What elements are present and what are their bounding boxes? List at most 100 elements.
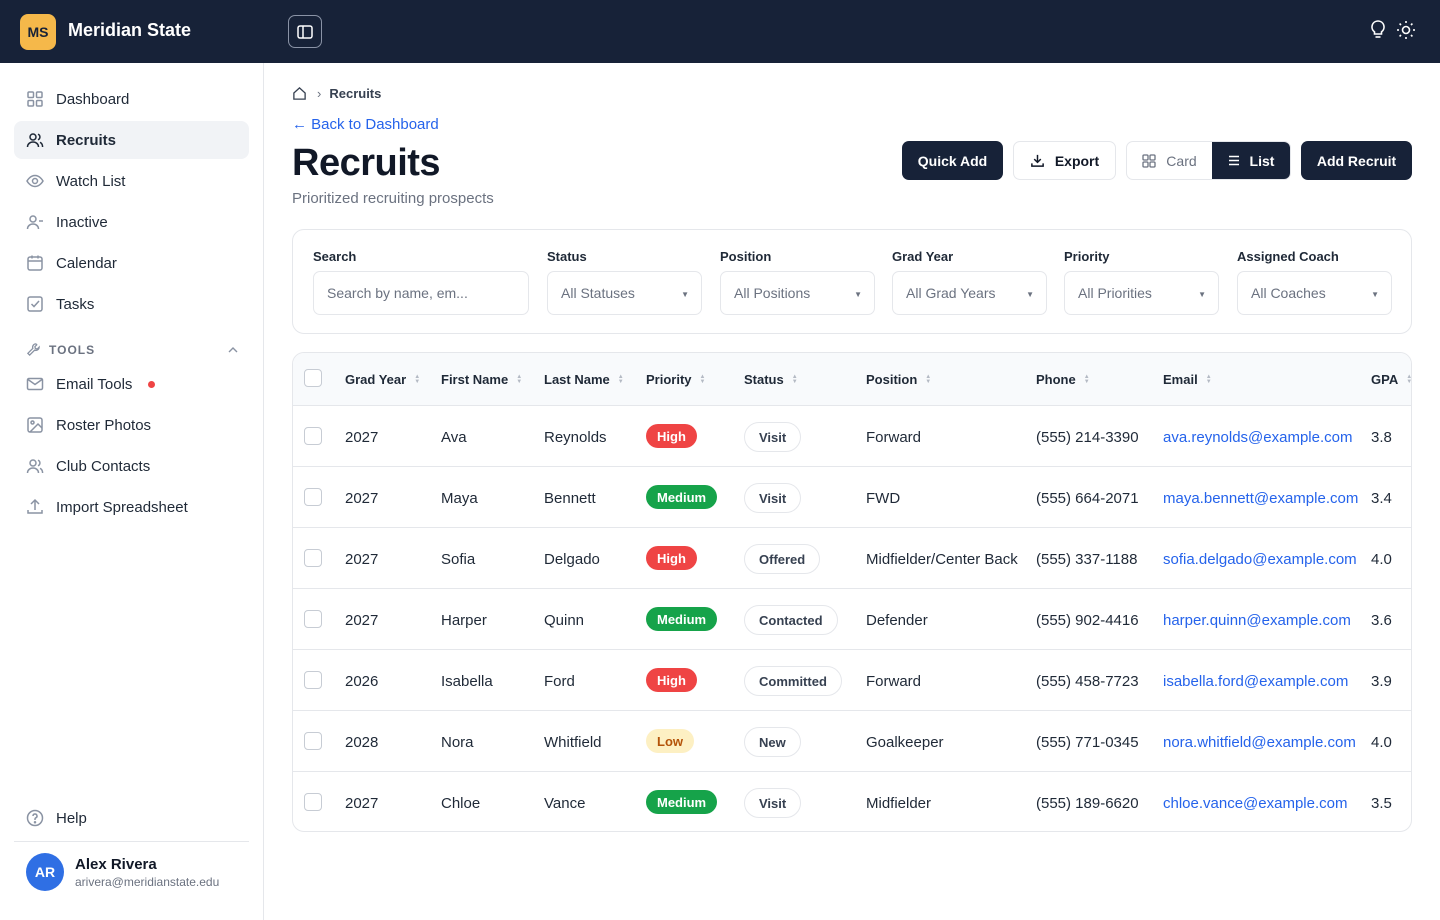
cell-grad-year: 2027 bbox=[345, 795, 379, 812]
sidebar-item-label: Dashboard bbox=[56, 90, 130, 108]
cell-email[interactable]: ava.reynolds@example.com bbox=[1163, 429, 1353, 446]
sidebar-item-dashboard[interactable]: Dashboard bbox=[14, 80, 249, 118]
status-select[interactable]: All Statuses ▼ bbox=[547, 271, 702, 315]
position-select[interactable]: All Positions ▼ bbox=[720, 271, 875, 315]
sidebar-divider bbox=[14, 841, 249, 842]
cell-position: Midfielder/Center Back bbox=[866, 551, 1018, 568]
chevron-down-icon: ▼ bbox=[1026, 290, 1034, 299]
card-view-button[interactable]: Card bbox=[1127, 142, 1212, 179]
priority-select[interactable]: All Priorities ▼ bbox=[1064, 271, 1219, 315]
page-subtitle: Prioritized recruiting prospects bbox=[292, 190, 494, 207]
column-header-priority[interactable]: Priority ▲ ▼ bbox=[646, 372, 706, 387]
cell-position: Goalkeeper bbox=[866, 734, 944, 751]
add-recruit-button[interactable]: Add Recruit bbox=[1301, 141, 1412, 180]
column-header-first-name[interactable]: First Name ▲ ▼ bbox=[441, 372, 523, 387]
table-row[interactable]: 2027 Maya Bennett FWD (555) 664-2071 maya.ben… bbox=[293, 467, 1411, 528]
chevron-up-icon[interactable] bbox=[228, 346, 238, 353]
cell-email[interactable]: isabella.ford@example.com bbox=[1163, 673, 1349, 690]
sidebar-item-recruits[interactable]: Recruits bbox=[14, 121, 249, 159]
coach-filter-label: Assigned Coach bbox=[1237, 249, 1339, 264]
quick-add-button[interactable]: Quick Add bbox=[902, 141, 1003, 180]
chevron-down-icon: ▼ bbox=[681, 290, 689, 299]
table-row[interactable]: 2027 Sofia Delgado Midfielder/Center Back (5… bbox=[293, 528, 1411, 589]
cell-gpa: 3.6 bbox=[1371, 612, 1392, 629]
row-checkbox[interactable] bbox=[304, 732, 322, 750]
cell-phone: (555) 458-7723 bbox=[1036, 673, 1139, 690]
sort-icon: ▲ ▼ bbox=[617, 373, 624, 385]
grad-year-select-value: All Grad Years bbox=[906, 285, 996, 301]
search-input[interactable]: Search by name, em... bbox=[313, 271, 529, 315]
cell-email[interactable]: maya.bennett@example.com bbox=[1163, 490, 1359, 507]
status-select-value: All Statuses bbox=[561, 285, 635, 301]
cell-email[interactable]: harper.quinn@example.com bbox=[1163, 612, 1351, 629]
sort-icon: ▲ ▼ bbox=[1205, 373, 1212, 385]
sidebar-item-tasks[interactable]: Tasks bbox=[14, 285, 249, 323]
cell-first-name: Isabella bbox=[441, 673, 493, 690]
sidebar-item-email-tools[interactable]: Email Tools bbox=[14, 365, 249, 403]
column-header-position[interactable]: Position ▲ ▼ bbox=[866, 372, 932, 387]
row-checkbox[interactable] bbox=[304, 549, 322, 567]
status-badge: Visit bbox=[744, 788, 802, 818]
calendar-icon bbox=[26, 254, 44, 272]
priority-badge: High bbox=[646, 424, 697, 448]
cell-gpa: 3.4 bbox=[1371, 490, 1392, 507]
table-row[interactable]: 2027 Ava Reynolds Forward (555) 214-3390 ava.… bbox=[293, 406, 1411, 467]
column-header-gpa[interactable]: GPA ▲ ▼ bbox=[1371, 372, 1412, 387]
column-header-email[interactable]: Email ▲ ▼ bbox=[1163, 372, 1212, 387]
sidebar-item-club-contacts[interactable]: Club Contacts bbox=[14, 447, 249, 485]
table-row[interactable]: 2026 Isabella Ford Forward (555) 458-7723 isa… bbox=[293, 650, 1411, 711]
row-checkbox[interactable] bbox=[304, 610, 322, 628]
column-header-phone[interactable]: Phone ▲ ▼ bbox=[1036, 372, 1090, 387]
export-button[interactable]: Export bbox=[1013, 141, 1116, 180]
table-row[interactable]: 2027 Harper Quinn Defender (555) 902-4416 har… bbox=[293, 589, 1411, 650]
lightbulb-icon[interactable] bbox=[1370, 20, 1386, 40]
cell-first-name: Sofia bbox=[441, 551, 476, 568]
status-badge: New bbox=[744, 727, 801, 757]
select-all-checkbox[interactable] bbox=[304, 369, 322, 387]
cell-phone: (555) 771-0345 bbox=[1036, 734, 1139, 751]
export-label: Export bbox=[1054, 152, 1100, 169]
row-checkbox[interactable] bbox=[304, 793, 322, 811]
mail-icon bbox=[26, 375, 44, 393]
row-checkbox[interactable] bbox=[304, 427, 322, 445]
sun-icon[interactable] bbox=[1396, 20, 1416, 40]
table-row[interactable]: 2027 Chloe Vance Midfielder (555) 189-6620 ch… bbox=[293, 772, 1411, 831]
app-name[interactable]: Meridian State bbox=[68, 20, 192, 40]
sidebar-item-label: Tasks bbox=[56, 295, 95, 313]
avatar[interactable]: AR bbox=[26, 853, 64, 891]
cell-email[interactable]: sofia.delgado@example.com bbox=[1163, 551, 1357, 568]
sidebar-item-inactive[interactable]: Inactive bbox=[14, 203, 249, 241]
grad-year-select[interactable]: All Grad Years ▼ bbox=[892, 271, 1047, 315]
cell-grad-year: 2027 bbox=[345, 490, 379, 507]
sidebar-item-calendar[interactable]: Calendar bbox=[14, 244, 249, 282]
app-logo[interactable]: MS bbox=[20, 14, 56, 50]
priority-badge: Low bbox=[646, 729, 694, 753]
sidebar-toggle-button[interactable] bbox=[288, 15, 322, 48]
sidebar-item-roster-photos[interactable]: Roster Photos bbox=[14, 406, 249, 444]
tools-section-header[interactable]: TOOLS bbox=[26, 342, 238, 357]
sidebar-item-help[interactable]: Help bbox=[14, 799, 249, 837]
cell-first-name: Nora bbox=[441, 734, 474, 751]
back-to-dashboard-link[interactable]: ← Back to Dashboard bbox=[292, 116, 439, 133]
filter-panel: Search Search by name, em... Status All … bbox=[292, 229, 1412, 334]
cell-grad-year: 2027 bbox=[345, 612, 379, 629]
user-email: arivera@meridianstate.edu bbox=[75, 875, 220, 889]
home-icon[interactable] bbox=[292, 86, 307, 101]
list-view-button[interactable]: List bbox=[1211, 142, 1290, 179]
cell-email[interactable]: chloe.vance@example.com bbox=[1163, 795, 1348, 812]
sidebar-item-import-spreadsheet[interactable]: Import Spreadsheet bbox=[14, 488, 249, 526]
column-header-status[interactable]: Status ▲ ▼ bbox=[744, 372, 798, 387]
cell-email[interactable]: nora.whitfield@example.com bbox=[1163, 734, 1356, 751]
sidebar-item-watch-list[interactable]: Watch List bbox=[14, 162, 249, 200]
cell-gpa: 3.8 bbox=[1371, 429, 1392, 446]
row-checkbox[interactable] bbox=[304, 671, 322, 689]
row-checkbox[interactable] bbox=[304, 488, 322, 506]
priority-badge: Medium bbox=[646, 485, 718, 509]
help-circle-icon bbox=[26, 809, 44, 827]
chevron-down-icon: ▼ bbox=[1198, 290, 1206, 299]
column-header-last-name[interactable]: Last Name ▲ ▼ bbox=[544, 372, 624, 387]
coach-select[interactable]: All Coaches ▼ bbox=[1237, 271, 1392, 315]
cell-first-name: Harper bbox=[441, 612, 487, 629]
table-row[interactable]: 2028 Nora Whitfield Goalkeeper (555) 771-034… bbox=[293, 711, 1411, 772]
column-header-grad-year[interactable]: Grad Year ▲ ▼ bbox=[345, 372, 421, 387]
